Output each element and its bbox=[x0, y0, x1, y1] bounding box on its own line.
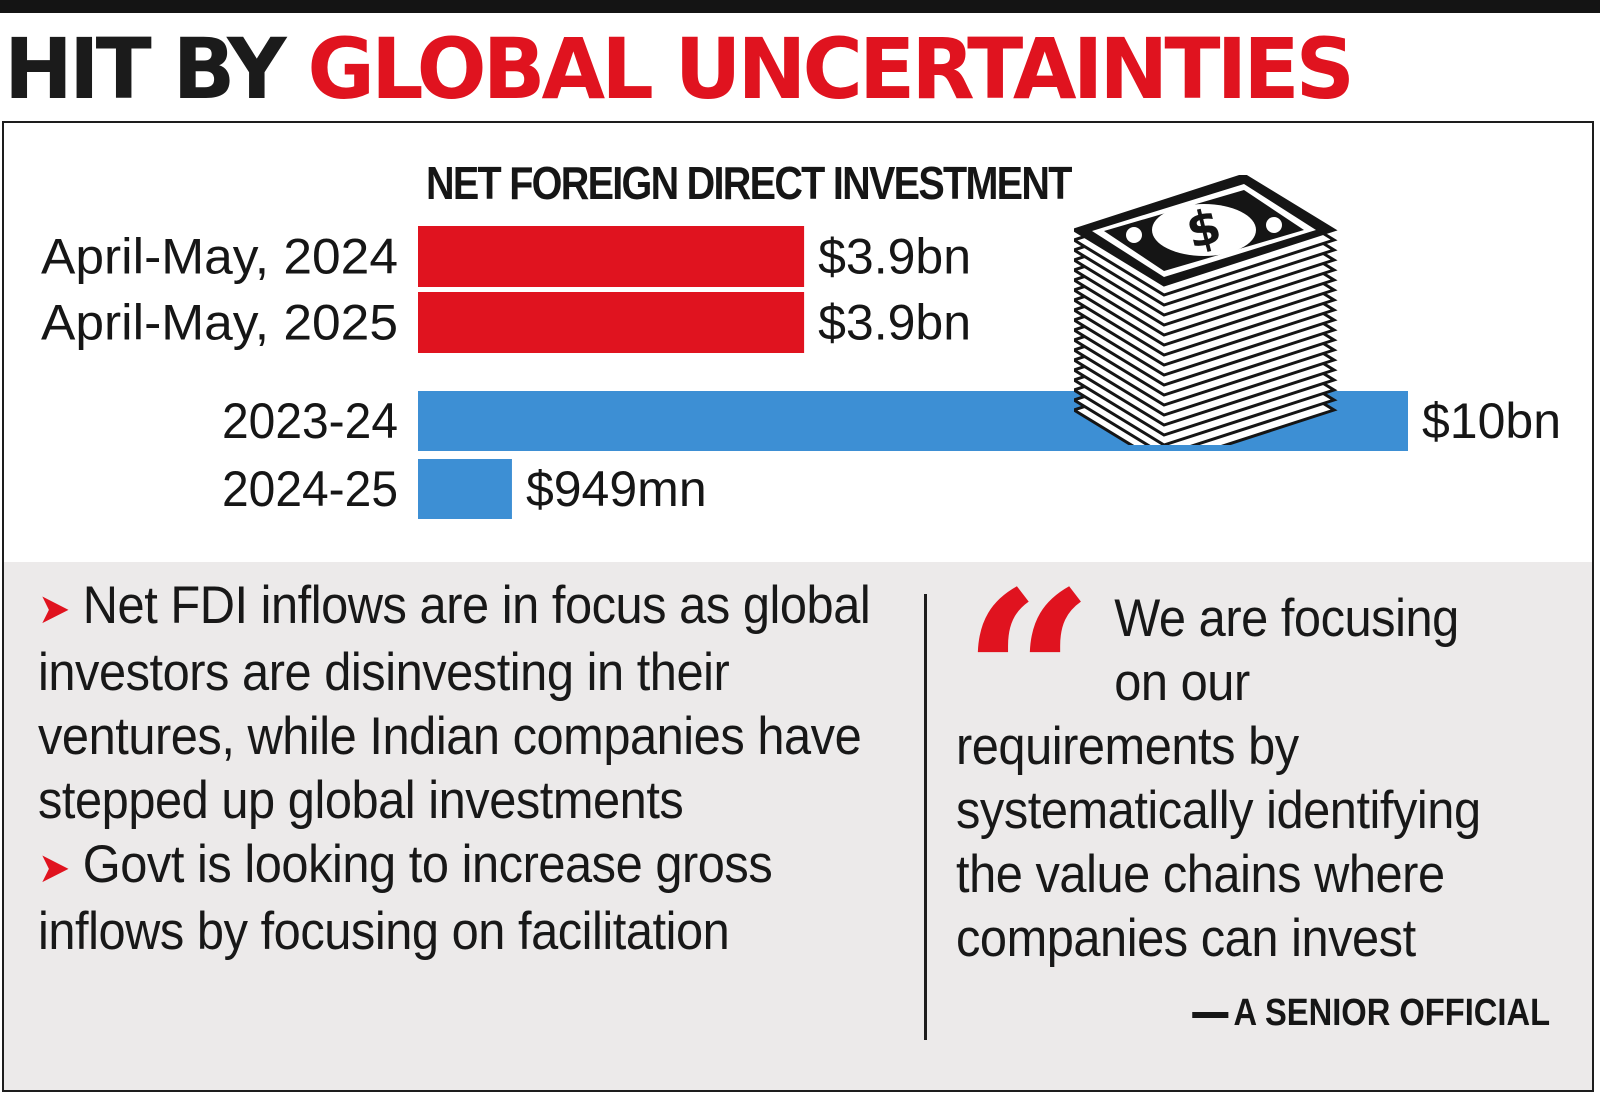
value-label: $949mn bbox=[526, 461, 707, 517]
red-arrow-icon: ➤ bbox=[38, 844, 70, 891]
category-label: April-May, 2025 bbox=[41, 295, 398, 351]
quote-attribution: A SENIOR OFFICIAL bbox=[1192, 992, 1550, 1035]
bar bbox=[418, 292, 805, 353]
notes-panel: ➤ Net FDI inflows are in focus as global … bbox=[4, 542, 1592, 1090]
headline-part2: GLOBAL UNCERTAINTIES bbox=[307, 20, 1355, 118]
bullet-text: Net FDI inflows are in focus as global i… bbox=[38, 576, 871, 830]
infographic-frame: April-May, 2024 $3.9bn April-May, 2025 $3.9… bbox=[2, 121, 1594, 1092]
chart-area: April-May, 2024 $3.9bn April-May, 2025 $3.9… bbox=[4, 123, 1592, 562]
quote: We are focusing on our requirements by s… bbox=[956, 587, 1554, 971]
column-divider bbox=[924, 594, 927, 1040]
headline-part1: HIT BY bbox=[4, 20, 287, 118]
bullet-item-fdi-focus: ➤ Net FDI inflows are in focus as global … bbox=[38, 574, 898, 833]
bullet-text: Govt is looking to increase gross inflow… bbox=[38, 835, 773, 961]
value-label: $3.9bn bbox=[818, 229, 971, 285]
red-arrow-icon: ➤ bbox=[38, 585, 70, 632]
bullet-list: ➤ Net FDI inflows are in focus as global … bbox=[38, 574, 898, 964]
category-label: 2024-25 bbox=[222, 461, 398, 517]
category-label: 2023-24 bbox=[222, 393, 398, 449]
value-label: $10bn bbox=[1422, 393, 1561, 449]
quote-mark-icon: “ bbox=[962, 542, 1094, 812]
bullet-item-govt: ➤ Govt is looking to increase gross inflo… bbox=[38, 833, 898, 964]
headline: HIT BY GLOBAL UNCERTAINTIES bbox=[4, 14, 1355, 124]
bar bbox=[418, 459, 512, 519]
attribution-text: A SENIOR OFFICIAL bbox=[1233, 992, 1550, 1034]
attribution-dash bbox=[1192, 1011, 1229, 1018]
quote-line: systematically identifying bbox=[956, 781, 1481, 840]
quote-line: the value chains where bbox=[956, 845, 1445, 904]
top-rule bbox=[0, 0, 1600, 13]
bar bbox=[418, 226, 805, 287]
quote-line: We are focusing bbox=[1114, 589, 1459, 648]
category-label: April-May, 2024 bbox=[41, 229, 398, 285]
quote-line: companies can invest bbox=[956, 909, 1416, 968]
chart-title: NET FOREIGN DIRECT INVESTMENT bbox=[426, 157, 1072, 209]
money-stack-icon: $ bbox=[1074, 175, 1338, 445]
quote-line: on our bbox=[1114, 653, 1250, 712]
value-label: $3.9bn bbox=[818, 295, 971, 351]
quote-line: requirements by bbox=[956, 717, 1299, 776]
